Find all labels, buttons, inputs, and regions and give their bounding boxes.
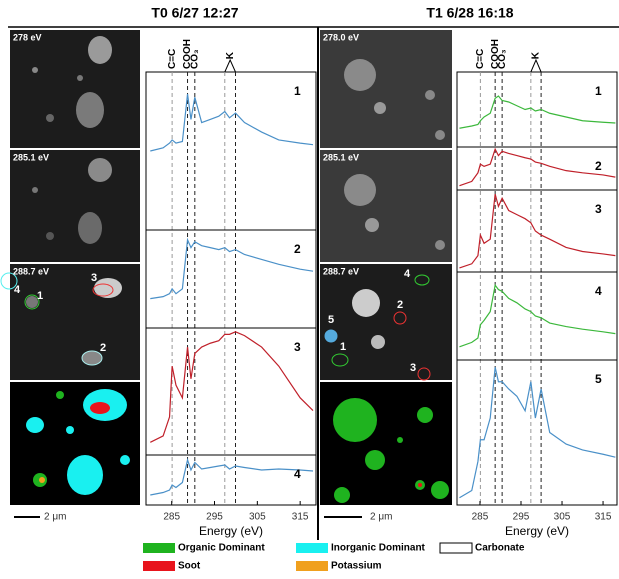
particle-label: 3 [91, 272, 97, 284]
image-label: 288.7 eV [323, 266, 359, 276]
bracket [224, 58, 236, 73]
legend-label: Soot [178, 561, 201, 572]
legend-swatch [143, 543, 175, 553]
legend-label: Potassium [331, 561, 382, 572]
x-tick-label: 295 [513, 512, 530, 523]
reference-label: COOH [490, 39, 501, 69]
spectrum [459, 147, 616, 187]
image-column [320, 30, 452, 518]
x-tick-label: 315 [292, 512, 309, 523]
panel-label: 3 [595, 202, 602, 216]
image-label: 288.7 eV [13, 266, 49, 276]
reference-label: CO₃ [189, 49, 200, 69]
plot-frame [456, 71, 618, 506]
legend-swatch [296, 561, 328, 571]
x-tick-label: 315 [595, 512, 612, 523]
scale-bar-label: 2 μm [44, 512, 66, 523]
spectrum [150, 237, 314, 300]
legend-swatch [296, 543, 328, 553]
x-tick-label: 285 [163, 512, 180, 523]
panel-label: 5 [595, 372, 602, 386]
particle-label: 1 [340, 341, 346, 353]
legend-label: Organic Dominant [178, 543, 265, 554]
scale-bar-label: 2 μm [370, 512, 392, 523]
x-tick-label: 295 [206, 512, 223, 523]
spectrum [459, 193, 616, 269]
x-tick-label: 305 [249, 512, 266, 523]
particle-label: 4 [404, 268, 411, 280]
panel-label: 4 [595, 284, 602, 298]
reference-label: CO₃ [497, 49, 508, 69]
particle-label: 3 [410, 362, 416, 374]
spectrum [459, 283, 616, 348]
particle-label: 2 [100, 342, 106, 354]
panel-label: 2 [294, 242, 301, 256]
reference-label: C=C [167, 49, 178, 69]
panel-title: T1 6/28 16:18 [426, 5, 513, 21]
legend-swatch [143, 561, 175, 571]
panel-label: 4 [294, 467, 301, 481]
plot-frame [145, 71, 317, 506]
reference-label: K [225, 51, 236, 59]
panel-title: T0 6/27 12:27 [151, 5, 238, 21]
bracket [530, 58, 542, 73]
image-label: 285.1 eV [13, 152, 49, 162]
reference-label: COOH [182, 39, 193, 69]
x-axis-label: Energy (eV) [505, 524, 569, 538]
image-label: 285.1 eV [323, 152, 359, 162]
x-tick-label: 305 [554, 512, 571, 523]
image-column [0, 30, 140, 518]
panel-label: 3 [294, 340, 301, 354]
legend-label: Carbonate [475, 543, 525, 554]
x-axis-label: Energy (eV) [199, 524, 263, 538]
image-label: 278.0 eV [323, 32, 359, 42]
spectrum [150, 331, 314, 443]
reference-label: K [531, 51, 542, 59]
spectrum [459, 95, 616, 129]
spectrum [459, 367, 616, 499]
reference-label: C=C [475, 49, 486, 69]
panel-label: 2 [595, 159, 602, 173]
panel-label: 1 [595, 84, 602, 98]
spectrum [150, 94, 314, 152]
spectrum [150, 457, 314, 496]
particle-label: 1 [37, 290, 43, 302]
legend-swatch [439, 542, 473, 554]
panel-label: 1 [294, 84, 301, 98]
legend-label: Inorganic Dominant [331, 543, 426, 554]
particle-label: 4 [14, 284, 21, 296]
x-tick-label: 285 [472, 512, 489, 523]
particle-label: 5 [328, 314, 334, 326]
particle-label: 2 [397, 299, 403, 311]
image-label: 278 eV [13, 32, 42, 42]
